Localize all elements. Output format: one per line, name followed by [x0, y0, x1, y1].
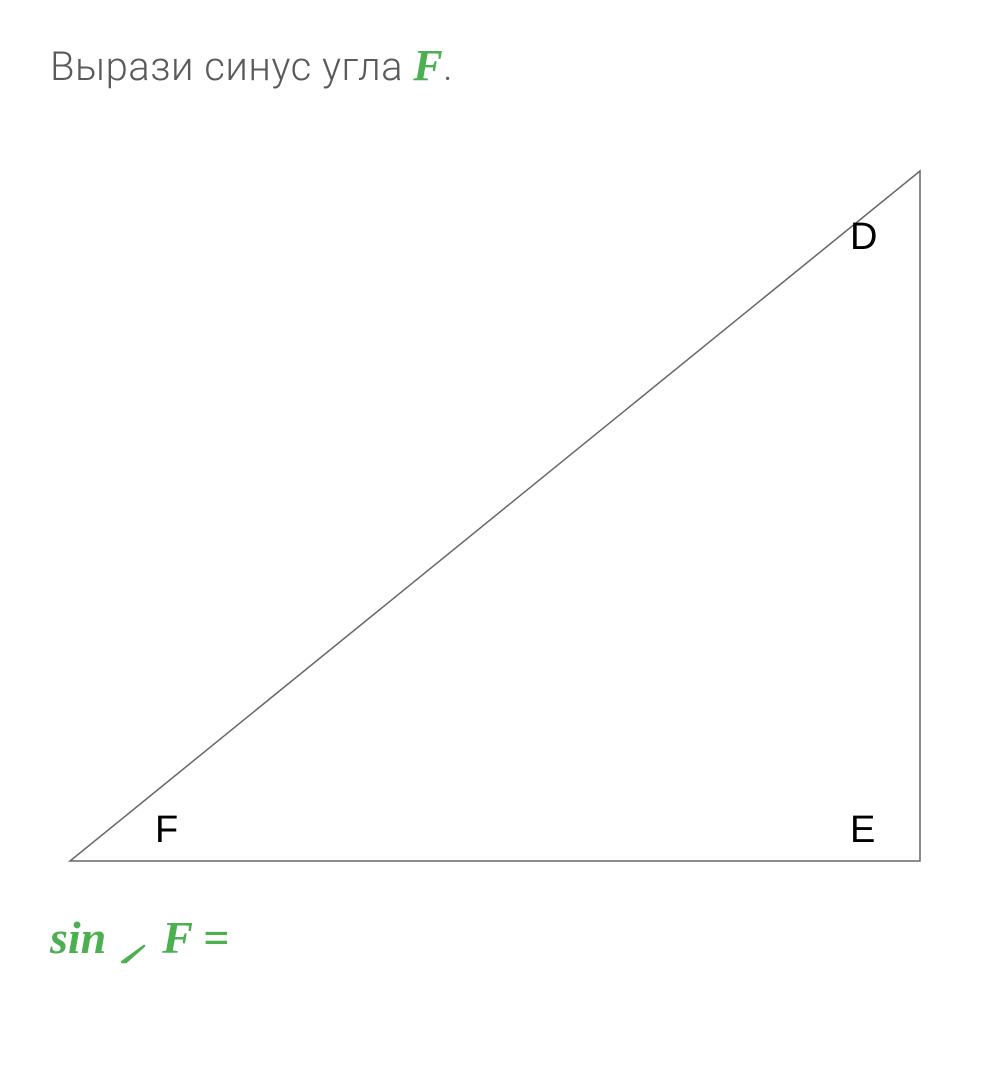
question-text: Вырази синус угла F.	[50, 40, 940, 91]
triangle-shape	[70, 171, 920, 861]
answer-variable: F	[162, 911, 193, 964]
vertex-label-e: E	[850, 809, 875, 852]
answer-sin: sin	[50, 911, 106, 964]
vertex-label-f: F	[155, 809, 178, 852]
vertex-label-d: D	[850, 216, 877, 259]
answer-equals: =	[203, 911, 229, 964]
question-prefix: Вырази синус угла	[50, 43, 413, 90]
angle-icon	[120, 924, 148, 952]
triangle-diagram: D E F	[50, 151, 940, 871]
question-suffix: .	[443, 43, 453, 90]
question-variable: F	[413, 41, 443, 90]
answer-expression: sin F =	[50, 911, 940, 964]
triangle-svg	[50, 151, 940, 871]
